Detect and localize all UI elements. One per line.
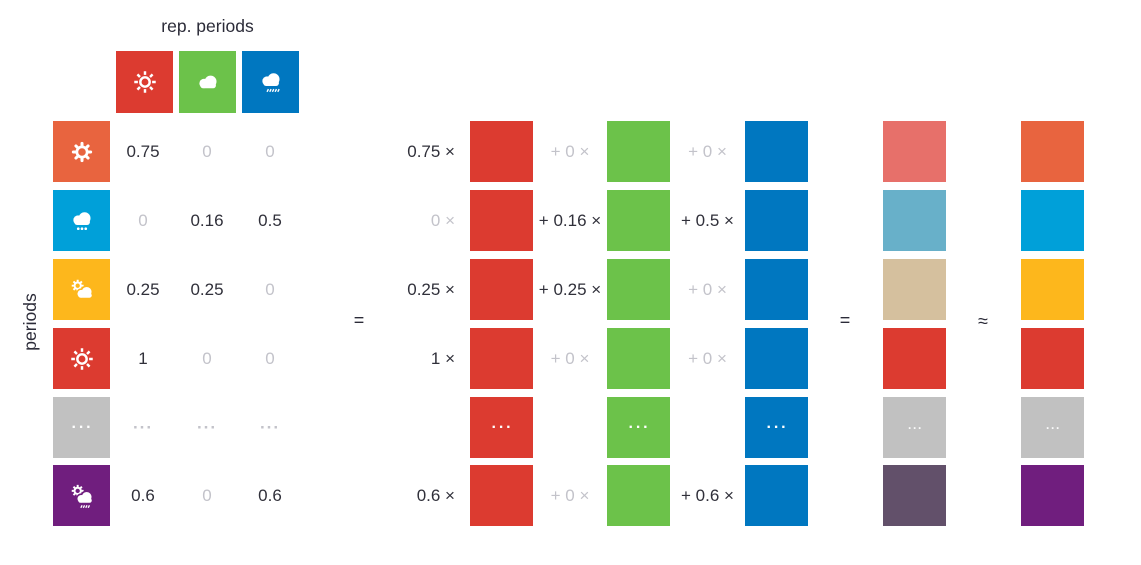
period-square-2 (53, 190, 110, 251)
coefficient: 0.6 × (416, 486, 455, 505)
period-square-6 (53, 465, 110, 526)
period-square-1 (53, 121, 110, 182)
matrix-cell: 0 (202, 142, 212, 161)
matrix-cell: 0 (202, 486, 212, 505)
original-square-4 (1021, 328, 1084, 389)
comb-square-cloudy (607, 328, 670, 389)
comb-square-cloudy (607, 465, 670, 526)
coefficient: + 0.5 × (681, 211, 734, 230)
rep-period-square-sunny (116, 51, 173, 113)
matrix-cell: 0.75 (126, 142, 160, 161)
equals-sign: = (839, 310, 851, 330)
coefficient: + 0 × (550, 349, 590, 368)
matrix-cell: 1 (138, 349, 148, 368)
comb-square-sunny (470, 465, 533, 526)
rain-cloud-icon (261, 73, 280, 93)
periods-label: periods (20, 293, 40, 351)
matrix-cell: ··· (197, 418, 217, 437)
ellipsis-label: ··· (1046, 420, 1061, 435)
sun-icon (70, 347, 93, 370)
mixed-square-5: ··· (883, 397, 946, 458)
coefficient: + 0 × (688, 349, 727, 368)
coefficient: + 0 × (688, 142, 727, 161)
matrix-cell: 0.16 (190, 211, 224, 230)
sun-rain-cloud-icon (71, 484, 93, 508)
coefficient: + 0 × (688, 280, 727, 299)
ellipsis-label: ··· (766, 418, 789, 436)
period-square-4 (53, 328, 110, 389)
mixed-square-6 (883, 465, 946, 526)
period-square-5: ··· (53, 397, 110, 458)
coefficient: + 0 × (550, 142, 590, 161)
coefficient: 0.75 × (407, 142, 455, 161)
matrix-cell: 0.6 (131, 486, 155, 505)
comb-square-cloudy (607, 259, 670, 320)
rep-period-square-cloudy (179, 51, 236, 113)
comb-square-sunny (470, 121, 533, 182)
ellipsis-label: ··· (908, 420, 923, 435)
sun-cloud-icon (71, 279, 93, 299)
comb-square-rainy (745, 190, 808, 251)
original-square-6 (1021, 465, 1084, 526)
comb-square-sunny (470, 259, 533, 320)
ellipsis-label: ··· (491, 418, 514, 436)
coefficient: + 0.16 × (538, 211, 602, 230)
matrix-cell: 0 (265, 280, 275, 299)
comb-square-rainy (745, 259, 808, 320)
matrix-cell: 0 (138, 211, 148, 230)
coefficient: + 0.25 × (538, 280, 602, 299)
matrix-cell: 0.25 (126, 280, 160, 299)
coefficient: 0 × (430, 211, 455, 230)
matrix-cell: 0.6 (258, 486, 282, 505)
matrix-cell: 0.25 (190, 280, 224, 299)
approx-sign: ≈ (978, 311, 988, 331)
rain-drops-cloud-icon (72, 211, 91, 230)
matrix-cell: 0.5 (258, 211, 282, 230)
matrix-cell: 0 (202, 349, 212, 368)
comb-square-rainy (745, 121, 808, 182)
matrix-cell: 0 (265, 142, 275, 161)
mixed-square-1 (883, 121, 946, 182)
rep-period-square-rainy (242, 51, 299, 113)
comb-square-rainy (745, 465, 808, 526)
equals-sign: = (353, 310, 365, 330)
matrix-cell: 0 (265, 349, 275, 368)
ellipsis-label: ··· (628, 418, 651, 436)
comb-square-rainy (745, 328, 808, 389)
period-square-3 (53, 259, 110, 320)
cloud-icon (198, 75, 217, 89)
mixed-square-3 (883, 259, 946, 320)
mixed-square-4 (883, 328, 946, 389)
original-square-5: ··· (1021, 397, 1084, 458)
coefficient: + 0.6 × (681, 486, 734, 505)
original-square-1 (1021, 121, 1084, 182)
coefficient: + 0 × (550, 486, 590, 505)
coefficient: 1 × (430, 349, 455, 368)
original-square-3 (1021, 259, 1084, 320)
comb-square-cloudy (607, 121, 670, 182)
mixed-square-2 (883, 190, 946, 251)
matrix-cell: ··· (133, 418, 153, 437)
comb-square-sunny (470, 190, 533, 251)
coefficient: 0.25 × (407, 280, 455, 299)
sun-icon (133, 71, 156, 93)
comb-square-rainy: ··· (745, 397, 808, 458)
rep-periods-label: rep. periods (161, 16, 254, 36)
comb-square-sunny: ··· (470, 397, 533, 458)
sun-outline-icon (71, 141, 92, 162)
ellipsis-label: ··· (71, 418, 94, 436)
comb-square-cloudy: ··· (607, 397, 670, 458)
comb-square-sunny (470, 328, 533, 389)
matrix-cell: ··· (260, 418, 280, 437)
original-square-2 (1021, 190, 1084, 251)
comb-square-cloudy (607, 190, 670, 251)
